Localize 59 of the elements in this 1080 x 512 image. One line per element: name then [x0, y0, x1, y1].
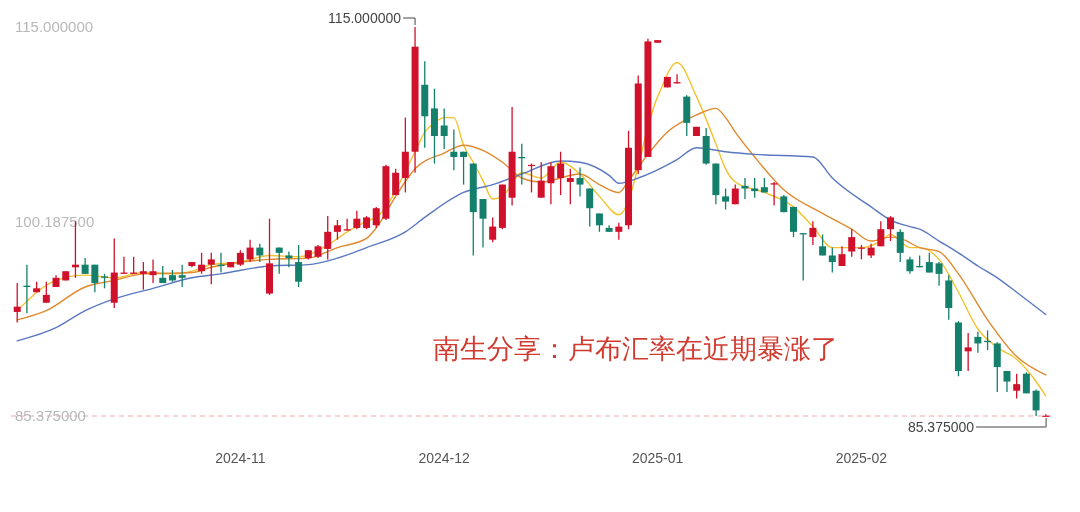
candlestick	[537, 161, 545, 199]
candlestick	[489, 216, 497, 243]
candlestick	[993, 341, 1001, 393]
x-tick-label: 2025-01	[631, 450, 684, 466]
candlestick	[440, 107, 448, 150]
candlestick	[42, 281, 50, 304]
candlestick	[547, 161, 555, 205]
candlestick	[586, 187, 594, 228]
candlestick	[896, 228, 904, 263]
candlestick	[149, 258, 157, 284]
candlestick	[974, 330, 982, 354]
candlestick	[741, 177, 749, 200]
candlestick	[479, 198, 487, 249]
candlestick	[1003, 370, 1011, 393]
x-tick-label: 2024-12	[418, 450, 471, 466]
candlestick	[809, 220, 817, 246]
candlestick	[828, 246, 836, 274]
candlestick	[324, 215, 332, 261]
candlestick	[935, 261, 943, 287]
candlestick	[838, 245, 846, 267]
candlestick	[1013, 373, 1021, 400]
x-tick-label: 2025-02	[835, 450, 888, 466]
candlestick	[566, 168, 574, 205]
candlestick	[576, 166, 584, 198]
candlestick	[353, 210, 361, 230]
text: 115.000000	[328, 9, 402, 26]
text: 85.375000	[907, 418, 975, 435]
candlestick	[595, 212, 603, 233]
candlestick	[925, 252, 933, 274]
candlestick	[275, 246, 283, 275]
candlestick	[246, 239, 254, 263]
candlestick	[285, 250, 293, 268]
candlestick	[460, 151, 468, 186]
candlestick	[392, 168, 400, 196]
candlestick	[139, 261, 147, 291]
candlestick	[13, 282, 21, 324]
candlestick	[207, 252, 215, 286]
y-tick-label: 100.187500	[15, 212, 95, 230]
y-tick-label: 85.375000	[15, 407, 86, 425]
candlestick	[887, 215, 895, 242]
x-tick-label: 2024-11	[215, 450, 266, 466]
candlestick	[848, 228, 856, 258]
candlestick	[295, 244, 303, 288]
annotation: 南生分享：卢布汇率在近期暴涨了	[432, 334, 838, 364]
y-tick-label: 115.000000	[15, 18, 94, 36]
candlestick	[91, 264, 99, 293]
candlestick	[343, 218, 351, 232]
candlestick	[770, 181, 778, 207]
candlestick	[372, 206, 380, 229]
candlestick	[722, 187, 730, 211]
candlestick	[450, 128, 458, 171]
candlestick	[198, 252, 206, 275]
candlestick	[557, 151, 565, 196]
candlestick	[333, 219, 341, 241]
candlestick	[964, 332, 972, 372]
candlestick	[1032, 388, 1040, 417]
line-series	[16, 107, 1047, 376]
candlestick	[877, 220, 885, 247]
candlestick	[178, 264, 186, 288]
